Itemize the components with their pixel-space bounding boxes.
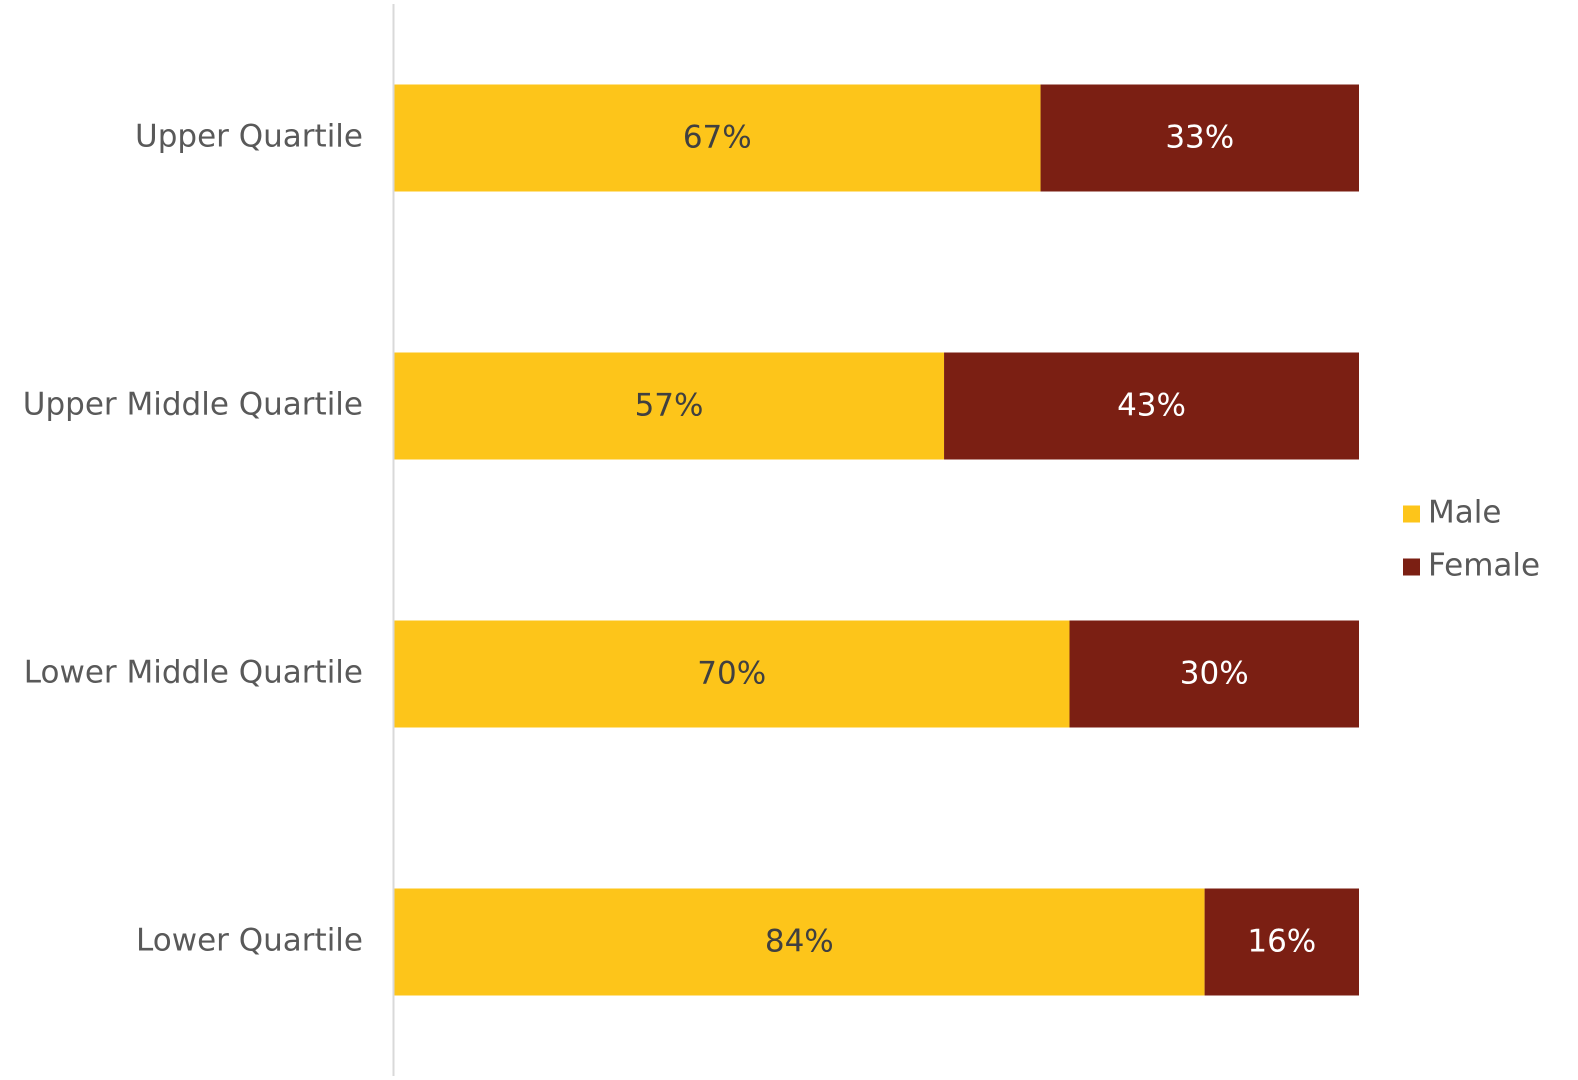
bar-female-lower-middle-quartile	[1069, 620, 1359, 728]
data-label-female-upper-middle-quartile: 43%	[1117, 388, 1186, 424]
bar-female-upper-quartile	[1040, 84, 1359, 192]
legend: Male Female	[1403, 495, 1540, 584]
data-label-female-lower-middle-quartile: 30%	[1180, 656, 1249, 692]
category-label-lower-quartile: Lower Quartile	[136, 923, 363, 959]
bar-female-lower-quartile	[1204, 888, 1359, 996]
bar-male-upper-quartile	[394, 84, 1041, 192]
bar-male-lower-middle-quartile	[394, 620, 1070, 728]
category-label-lower-middle-quartile: Lower Middle Quartile	[24, 655, 363, 691]
data-label-male-lower-quartile: 84%	[765, 924, 834, 960]
legend-label-female: Female	[1428, 548, 1540, 584]
legend-label-male: Male	[1428, 495, 1501, 531]
legend-swatch-female	[1403, 558, 1420, 576]
data-label-male-upper-quartile: 67%	[683, 120, 752, 156]
data-label-female-lower-quartile: 16%	[1247, 924, 1316, 960]
bars-layer: 67% 33% 57% 43% 70% 30% 84% 16%	[394, 84, 1359, 996]
data-label-male-upper-middle-quartile: 57%	[635, 388, 704, 424]
bar-male-lower-quartile	[394, 888, 1205, 996]
bar-female-upper-middle-quartile	[944, 352, 1359, 460]
legend-swatch-male	[1403, 505, 1420, 523]
category-label-upper-middle-quartile: Upper Middle Quartile	[23, 387, 363, 423]
data-label-male-lower-middle-quartile: 70%	[697, 656, 766, 692]
bar-male-upper-middle-quartile	[394, 352, 945, 460]
data-label-female-upper-quartile: 33%	[1165, 120, 1234, 156]
category-label-upper-quartile: Upper Quartile	[135, 119, 363, 155]
category-labels: Upper Quartile Upper Middle Quartile Lower…	[23, 119, 363, 959]
